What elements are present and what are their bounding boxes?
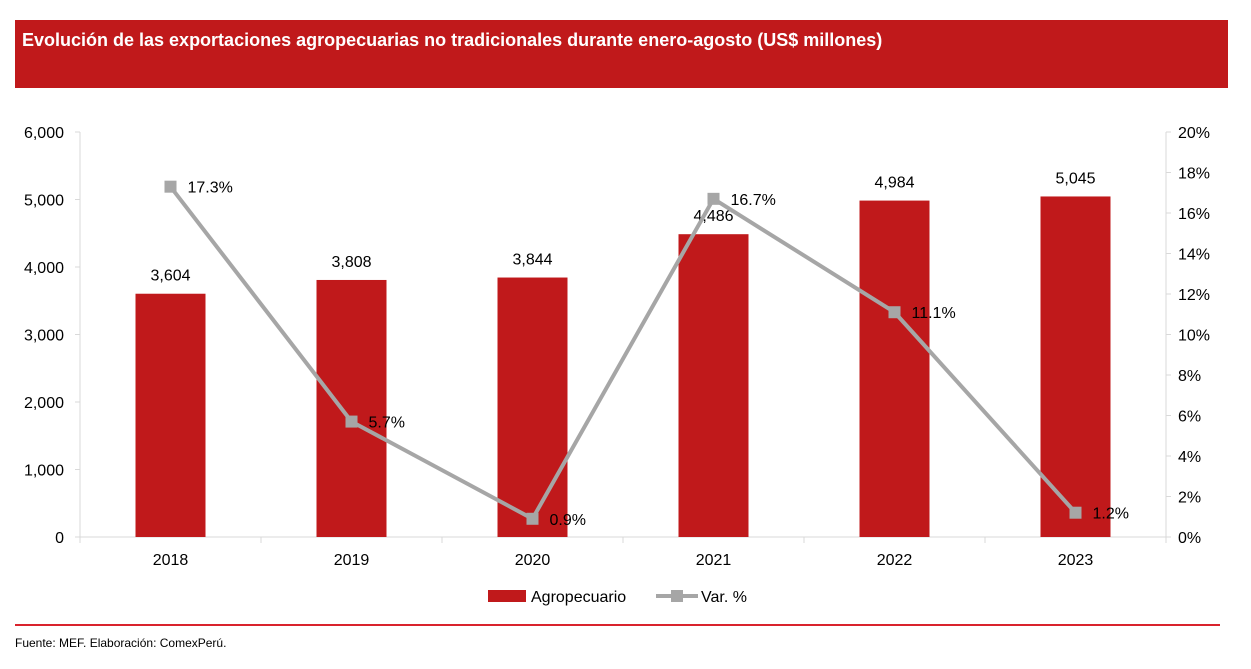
bar-label: 5,045 — [1055, 170, 1095, 187]
bar-label: 3,844 — [512, 252, 552, 269]
var-label: 0.9% — [550, 512, 586, 529]
var-marker-2023 — [1069, 506, 1082, 519]
var-marker-2019 — [345, 415, 358, 428]
right-tick-label: 0% — [1178, 530, 1201, 547]
chart-title: Evolución de las exportaciones agropecua… — [22, 30, 883, 50]
right-tick-label: 20% — [1178, 125, 1210, 142]
right-tick-label: 6% — [1178, 409, 1201, 426]
x-tick-label: 2019 — [334, 552, 370, 569]
x-tick-label: 2018 — [153, 552, 189, 569]
legend-bar-label: Agropecuario — [531, 589, 626, 606]
legend-line-marker — [671, 590, 683, 602]
left-tick-label: 1,000 — [24, 463, 64, 480]
source-note: Fuente: MEF. Elaboración: ComexPerú. — [15, 636, 227, 650]
var-marker-2021 — [707, 192, 720, 205]
var-label: 17.3% — [188, 180, 233, 197]
var-marker-2022 — [888, 306, 901, 319]
bar-2023 — [1040, 196, 1111, 537]
bar-2021 — [678, 234, 749, 537]
var-label: 5.7% — [369, 415, 405, 432]
bar-2018 — [135, 293, 206, 537]
var-line — [168, 185, 1077, 522]
var-marker-2020 — [526, 512, 539, 525]
bar-label: 3,808 — [331, 254, 371, 271]
bar-2020 — [497, 277, 568, 537]
bar-2022 — [859, 200, 930, 537]
bar-2019 — [316, 279, 387, 537]
x-tick-label: 2022 — [877, 552, 913, 569]
legend-line-label: Var. % — [701, 589, 747, 606]
right-tick-label: 18% — [1178, 166, 1210, 183]
x-tick-label: 2023 — [1058, 552, 1094, 569]
var-label: 1.2% — [1093, 506, 1129, 523]
right-tick-label: 8% — [1178, 368, 1201, 385]
left-tick-label: 0 — [55, 530, 64, 547]
right-tick-label: 4% — [1178, 449, 1201, 466]
x-tick-label: 2020 — [515, 552, 551, 569]
legend-bar-swatch — [488, 590, 526, 602]
left-tick-label: 3,000 — [24, 328, 64, 345]
var-label: 16.7% — [731, 192, 776, 209]
right-tick-label: 12% — [1178, 287, 1210, 304]
right-tick-label: 14% — [1178, 247, 1210, 264]
left-tick-label: 6,000 — [24, 125, 64, 142]
bar-label: 3,604 — [150, 268, 190, 285]
title-banner — [15, 20, 1228, 88]
footer-divider — [15, 624, 1220, 626]
bar-label: 4,984 — [874, 175, 914, 192]
left-tick-label: 4,000 — [24, 260, 64, 277]
x-tick-label: 2021 — [696, 552, 732, 569]
right-tick-label: 2% — [1178, 490, 1201, 507]
right-tick-label: 16% — [1178, 206, 1210, 223]
var-label: 11.1% — [912, 305, 956, 322]
right-tick-label: 10% — [1178, 328, 1210, 345]
left-tick-label: 2,000 — [24, 395, 64, 412]
var-marker-2018 — [164, 180, 177, 193]
left-tick-label: 5,000 — [24, 193, 64, 210]
